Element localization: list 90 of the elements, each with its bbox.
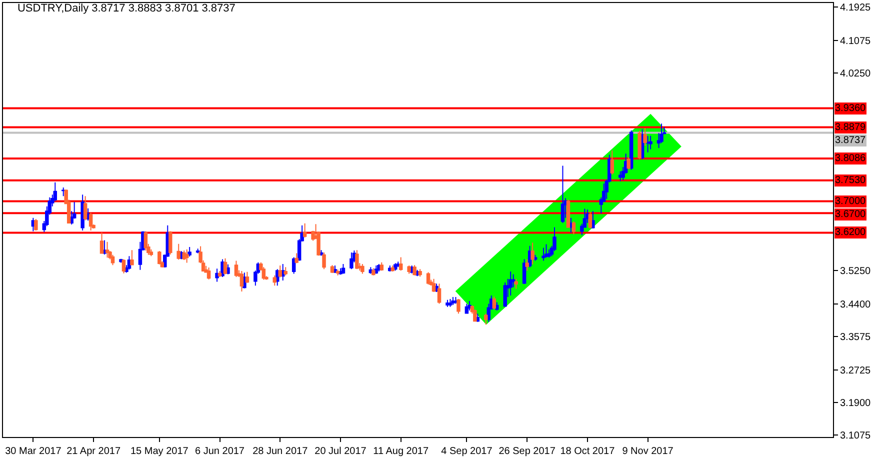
ref-line-label: 3.8086 xyxy=(835,153,866,164)
candlestick xyxy=(503,282,507,308)
candlestick xyxy=(508,270,512,296)
candlestick xyxy=(330,264,334,274)
y-tick-label: 3.5250 xyxy=(840,266,872,277)
candlestick xyxy=(144,230,148,252)
candlestick xyxy=(525,258,529,272)
candlestick xyxy=(100,232,104,254)
candlestick xyxy=(218,270,222,278)
y-tick-label: 3.1075 xyxy=(840,430,872,442)
candlestick xyxy=(514,278,518,290)
x-tick-label: 18 Oct 2017 xyxy=(560,446,616,457)
candlestick xyxy=(158,250,162,265)
candlestick xyxy=(566,199,570,228)
chart-title: USDTRY,Daily 3.8717 3.8883 3.8701 3.8737 xyxy=(17,2,236,15)
x-tick-label: 20 Jul 2017 xyxy=(314,446,367,457)
ref-line-label: 3.7000 xyxy=(835,196,866,207)
candlestick xyxy=(262,266,266,280)
candlestick xyxy=(336,268,340,276)
candlestick xyxy=(468,300,472,311)
candlestick xyxy=(390,265,394,272)
candlestick xyxy=(591,210,595,229)
candlestick xyxy=(610,150,614,175)
candlestick xyxy=(61,186,66,197)
candlestick xyxy=(398,256,403,272)
candlestick xyxy=(588,211,592,229)
candlestick xyxy=(626,157,630,170)
x-tick-label: 4 Sep 2017 xyxy=(441,446,493,457)
x-tick-label: 6 Jun 2017 xyxy=(195,446,245,457)
y-tick-label: 4.1075 xyxy=(840,36,872,48)
candlestick xyxy=(184,248,189,264)
candlestick xyxy=(432,278,436,292)
candlestick xyxy=(341,263,346,274)
candlestick xyxy=(88,212,93,231)
candlestick xyxy=(240,270,244,292)
x-tick-label: 11 Aug 2017 xyxy=(373,446,429,457)
y-tick-label: 3.3575 xyxy=(840,332,872,343)
candlestick xyxy=(350,252,354,270)
candlestick xyxy=(646,135,650,153)
candlestick xyxy=(451,296,455,306)
ref-line-label: 3.8879 xyxy=(835,122,866,133)
x-tick-label: 28 Jun 2017 xyxy=(252,446,308,457)
candlestick xyxy=(102,240,106,255)
ref-line-label: 3.6200 xyxy=(835,227,866,238)
x-tick-label: 30 Mar 2017 xyxy=(5,446,62,457)
candlestick xyxy=(492,296,496,310)
candlestick xyxy=(34,218,38,231)
candlestick xyxy=(122,258,126,274)
candlestick xyxy=(105,241,110,258)
x-tick-label: 26 Sep 2017 xyxy=(498,446,556,457)
candlestick xyxy=(294,252,298,264)
y-tick-label: 4.0250 xyxy=(840,68,872,80)
candlestick xyxy=(245,271,250,284)
candlestick xyxy=(473,309,477,322)
candlestick xyxy=(456,298,460,314)
candlestick xyxy=(206,267,211,280)
candlestick xyxy=(437,283,442,304)
candlestick xyxy=(188,246,192,257)
y-tick-label: 3.2725 xyxy=(840,365,872,376)
candlestick xyxy=(522,258,526,285)
candlestick xyxy=(372,268,376,276)
candlestick xyxy=(234,260,238,278)
candlestick xyxy=(302,222,307,238)
ref-line-label: 3.8737 xyxy=(835,135,866,146)
ref-line-label: 3.9360 xyxy=(835,103,866,114)
candlestick xyxy=(484,313,488,326)
y-tick-label: 3.4400 xyxy=(840,299,872,310)
candlestick xyxy=(572,220,576,235)
x-tick-label: 9 Nov 2017 xyxy=(622,446,674,457)
candlestick xyxy=(110,254,115,266)
y-tick-label: 4.1925 xyxy=(840,2,872,14)
candlestick xyxy=(215,268,219,282)
candlestick xyxy=(168,230,172,255)
candlestick xyxy=(560,165,565,224)
candlestick xyxy=(223,258,228,275)
candlestick xyxy=(83,196,88,221)
x-tick-label: 15 May 2017 xyxy=(130,446,189,457)
y-tick-label: 3.1900 xyxy=(840,398,872,409)
ref-line-label: 3.6700 xyxy=(835,209,866,220)
candlestick xyxy=(130,250,134,266)
candlestick xyxy=(446,299,450,308)
candlestick xyxy=(648,135,652,150)
x-tick-label: 21 Apr 2017 xyxy=(66,446,121,457)
candlestick xyxy=(448,298,452,308)
candlestick xyxy=(544,244,548,258)
candlestick xyxy=(542,247,546,262)
candlestick xyxy=(272,274,277,286)
candlestick xyxy=(530,242,534,265)
candlestick xyxy=(380,262,384,272)
ref-line-label: 3.7530 xyxy=(835,175,866,186)
